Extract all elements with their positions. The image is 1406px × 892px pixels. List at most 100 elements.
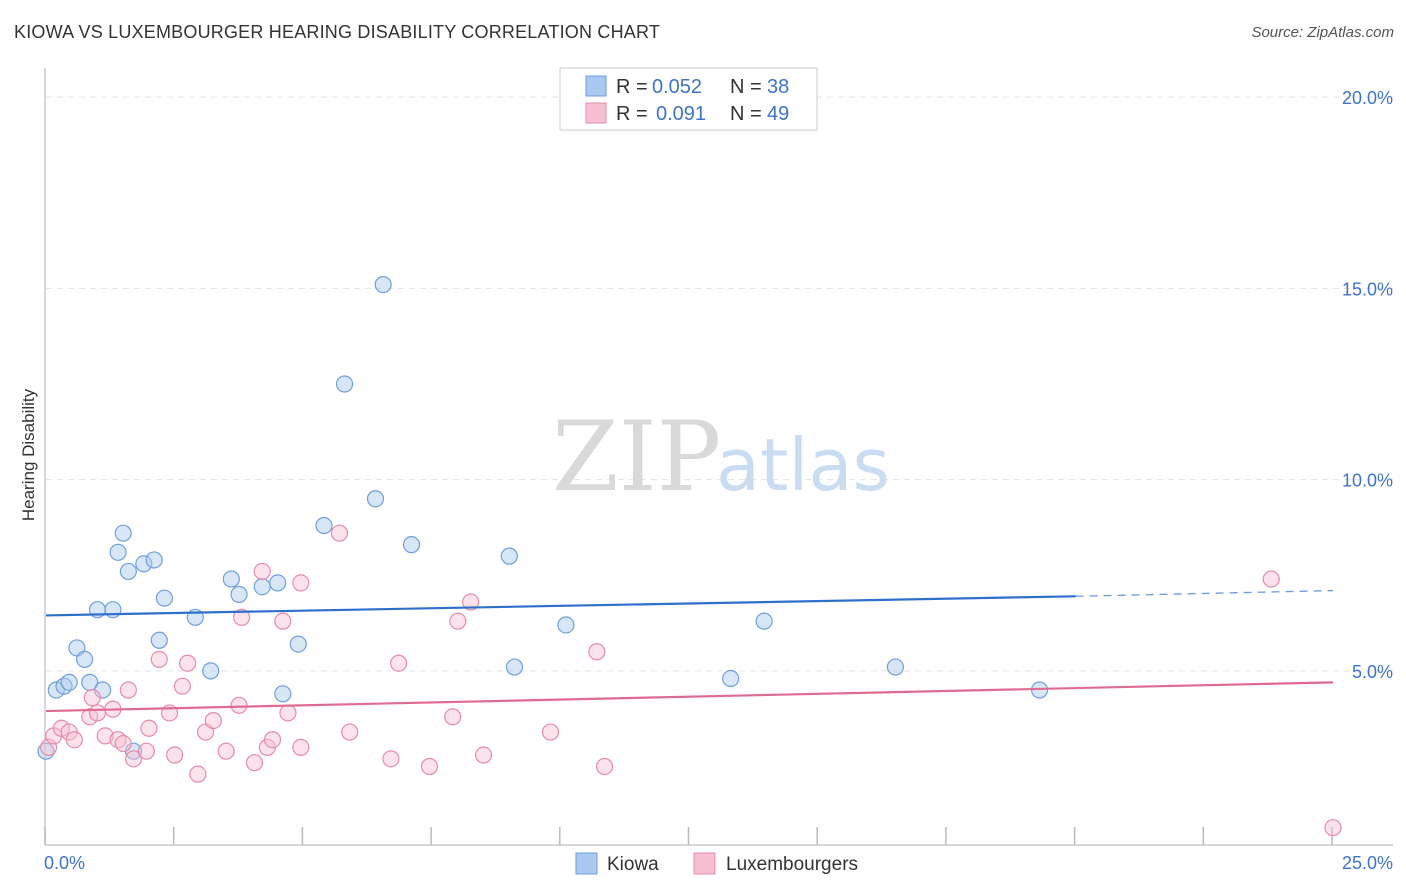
luxembourger-point	[65, 731, 83, 749]
kiowa-point	[315, 516, 333, 535]
x-tick-label-end: 25.0%	[1342, 853, 1393, 873]
luxembourger-point	[390, 654, 408, 672]
luxembourger-point	[253, 562, 271, 581]
luxembourger-point	[330, 524, 349, 542]
luxembourger-point	[137, 742, 155, 760]
kiowa-point	[722, 669, 740, 688]
luxembourger-point	[217, 742, 235, 760]
axes	[44, 68, 1393, 846]
kiowa-point	[150, 631, 168, 649]
luxembourger-point	[52, 719, 71, 737]
kiowa-point	[222, 570, 240, 588]
series-legend: Kiowa Luxembourgers	[575, 852, 858, 875]
luxembourger-point	[444, 708, 462, 726]
luxembourger-point	[114, 734, 132, 753]
luxembourger-point	[233, 608, 251, 626]
luxembourger-trend-line	[45, 681, 1334, 713]
kiowa-point	[335, 375, 354, 393]
luxembourger-point	[119, 681, 137, 699]
kiowa-legend-swatch	[585, 75, 607, 97]
lux-n-value: 49	[767, 103, 789, 125]
luxembourger-point	[420, 757, 439, 776]
luxembourger-point	[1324, 819, 1342, 837]
y-tick-label: 15.0%	[1342, 279, 1393, 299]
kiowa-point	[135, 555, 153, 573]
kiowa-point	[114, 524, 132, 542]
source-label: Source: ZipAtlas.com	[1251, 24, 1394, 41]
kiowa-point	[119, 562, 137, 581]
y-tick-label: 20.0%	[1342, 88, 1393, 108]
luxembourger-point	[279, 704, 297, 722]
kiowa-point	[269, 574, 287, 592]
lux-n-label: N =	[730, 103, 762, 125]
kiowa-point	[289, 635, 307, 653]
luxembourger-point	[292, 574, 310, 592]
watermark-zip: ZIP	[552, 401, 721, 513]
kiowa-point	[76, 650, 94, 669]
kiowa-point	[47, 681, 65, 699]
stats-legend: R = 0.052 N = 38 R = 0.091 N = 49	[559, 67, 818, 131]
luxembourger-point	[96, 727, 114, 745]
luxembourger-point	[1262, 570, 1280, 588]
watermark-atlas: atlas	[716, 423, 890, 507]
kiowa-series-label: Kiowa	[607, 854, 659, 875]
kiowa-point	[60, 673, 78, 691]
luxembourger-point	[124, 750, 143, 768]
kiowa-point	[155, 589, 174, 607]
kiowa-r-label: R =	[616, 76, 648, 98]
lux-series-label: Luxembourgers	[726, 854, 858, 875]
luxembourger-point	[81, 708, 99, 726]
kiowa-point	[109, 543, 127, 561]
luxembourger-point	[178, 654, 197, 672]
x-tick-labels: 0.0% 25.0%	[44, 853, 1393, 873]
luxembourger-point	[140, 719, 158, 737]
data-points	[37, 275, 1342, 837]
luxembourger-point	[88, 704, 107, 722]
kiowa-point	[755, 612, 773, 630]
luxembourger-point	[382, 750, 400, 768]
luxembourger-point	[274, 612, 292, 630]
kiowa-point	[145, 551, 163, 569]
kiowa-point	[505, 658, 524, 676]
kiowa-point	[500, 547, 518, 565]
kiowa-point	[886, 658, 905, 676]
kiowa-trend-line	[45, 595, 1076, 617]
luxembourger-point	[449, 612, 467, 630]
kiowa-point	[374, 275, 392, 294]
x-tick-label-start: 0.0%	[44, 853, 85, 873]
kiowa-series-swatch	[575, 852, 598, 875]
y-tick-label: 10.0%	[1342, 471, 1393, 491]
luxembourger-point	[474, 746, 493, 764]
kiowa-point	[557, 616, 575, 634]
luxembourger-point	[83, 689, 101, 707]
chart-title: KIOWA VS LUXEMBOURGER HEARING DISABILITY…	[14, 22, 661, 42]
kiowa-point	[230, 585, 248, 603]
luxembourger-point	[166, 746, 184, 764]
luxembourger-point	[245, 754, 264, 772]
y-axis-label: Hearing Disability	[19, 388, 38, 521]
kiowa-point	[202, 662, 220, 680]
luxembourger-point	[173, 677, 192, 695]
kiowa-point	[366, 490, 385, 508]
luxembourger-point	[341, 723, 359, 741]
lux-legend-swatch	[585, 102, 607, 124]
lux-series-swatch	[693, 852, 716, 875]
kiowa-n-value: 38	[767, 76, 789, 98]
luxembourger-point	[541, 723, 560, 741]
gridlines	[46, 96, 1393, 672]
luxembourger-point	[263, 731, 282, 749]
y-tick-labels: 5.0% 10.0% 15.0% 20.0%	[1342, 88, 1393, 682]
kiowa-trend-extension	[1075, 589, 1334, 597]
trend-lines	[45, 589, 1334, 713]
luxembourger-point	[230, 696, 248, 714]
kiowa-point	[274, 685, 292, 703]
kiowa-n-label: N =	[730, 76, 762, 98]
watermark: ZIP atlas	[552, 401, 890, 513]
kiowa-point	[402, 536, 421, 554]
luxembourger-point	[189, 765, 207, 783]
luxembourger-point	[588, 643, 606, 661]
luxembourger-point	[204, 711, 222, 730]
lux-r-label: R =	[616, 103, 648, 125]
luxembourger-point	[462, 593, 480, 611]
